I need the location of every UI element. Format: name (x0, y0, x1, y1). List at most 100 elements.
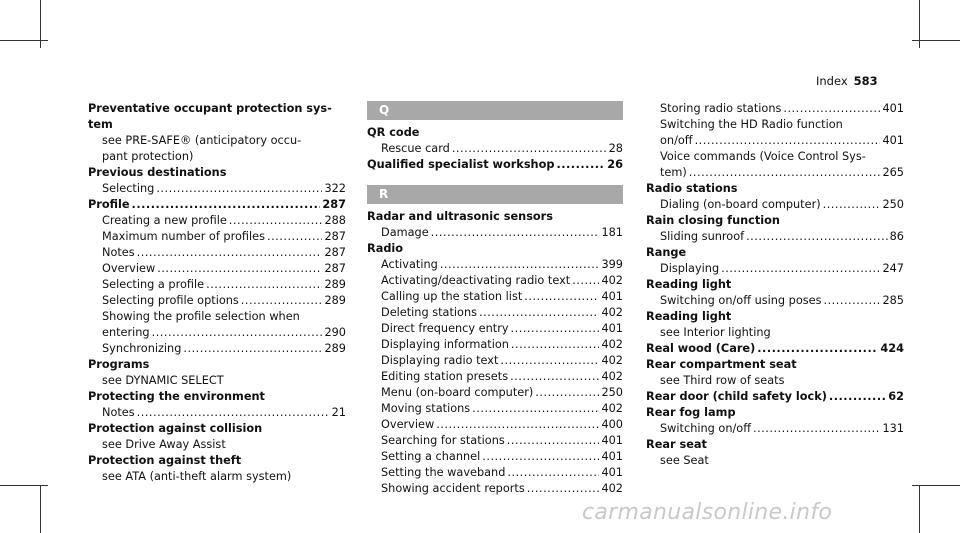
subentry-text: Creating a new profile (102, 214, 227, 227)
subentry: Displaying 247 (646, 261, 904, 277)
entry-title: Rain closing function (646, 214, 780, 227)
index-column-3: Storing radio stations 401 Switching the H… (646, 101, 904, 469)
subentry: Storing radio stations 401 (646, 101, 904, 117)
subentry-line: see Interior lighting (660, 326, 771, 339)
dot-leader (535, 385, 599, 401)
page-ref: 400 (601, 418, 623, 431)
entry-title: Previous destinations (88, 166, 227, 179)
dot-leader (689, 165, 881, 181)
page-ref: 402 (601, 402, 623, 415)
subentry-text: Maximum number of profiles (102, 230, 265, 243)
page-ref: 289 (324, 342, 346, 355)
entry-title: Rear seat (646, 438, 707, 451)
page-ref: 401 (601, 450, 623, 463)
crop-mark (919, 0, 920, 48)
page-ref: 402 (601, 338, 623, 351)
page-ref: 250 (882, 198, 904, 211)
subentry-text: Overview (102, 262, 156, 275)
subentry: Selecting 322 (88, 181, 346, 197)
entry-title: QR code (367, 126, 420, 139)
subentry: Activating/deactivating radio text 402 (367, 273, 623, 289)
entry-title: Rear compartment seat (646, 358, 797, 371)
page-ref: 21 (331, 406, 346, 419)
subentry: Maximum number of profiles 287 (88, 229, 346, 245)
subentry: Menu (on-board computer) 250 (367, 385, 623, 401)
dot-leader (431, 225, 600, 241)
dot-leader (229, 213, 323, 229)
entry-title: tem (88, 118, 113, 131)
dot-leader (436, 417, 599, 433)
subentry-text: Sliding sunroof (660, 230, 745, 243)
dot-leader (500, 353, 599, 369)
page-ref: 287 (324, 246, 346, 259)
entry-title: Protecting the environment (88, 390, 265, 403)
dot-leader (511, 337, 600, 353)
subentry: entering 290 (88, 325, 346, 341)
subentry-text: Damage (381, 226, 429, 239)
dot-leader (156, 181, 322, 197)
page-ref: 289 (324, 294, 346, 307)
page-ref: 401 (601, 290, 623, 303)
subentry: Displaying information 402 (367, 337, 623, 353)
page-ref: 402 (601, 274, 623, 287)
dot-leader (267, 229, 322, 245)
subentry-line: pant protection) (102, 150, 194, 163)
entry-title: Qualified specialist workshop 26 (367, 157, 623, 173)
subentry-line: see ATA (anti-theft alarm system) (102, 470, 292, 483)
subentry: tem) 265 (646, 165, 904, 181)
entry-title-text: Qualified specialist workshop (367, 158, 555, 171)
dot-leader (507, 465, 599, 481)
page-ref: 402 (601, 370, 623, 383)
subentry-text: tem) (660, 166, 687, 179)
subentry: Overview 400 (367, 417, 623, 433)
subentry-text: Displaying radio text (381, 354, 499, 367)
subentry: Displaying radio text 402 (367, 353, 623, 369)
entry-title: Radio (367, 242, 404, 255)
subentry-text: Moving stations (381, 402, 471, 415)
dot-leader (556, 157, 605, 173)
subentry-text: Direct frequency entry (381, 322, 509, 335)
index-column-2: Q QR code Rescue card 28 Qualified specialis… (367, 101, 623, 497)
subentry: Selecting a profile 289 (88, 277, 346, 293)
crop-mark (912, 40, 960, 41)
dot-leader (452, 141, 607, 157)
page-header: Index 583 (816, 74, 878, 88)
subentry-line: see Drive Away Assist (102, 438, 226, 451)
page-ref: 401 (882, 102, 904, 115)
dot-leader (206, 277, 322, 293)
subentry-text: Setting the waveband (381, 466, 506, 479)
dot-leader (137, 245, 323, 261)
subentry: Deleting stations 402 (367, 305, 623, 321)
subentry-text: Notes (102, 246, 135, 259)
page-ref: 288 (324, 214, 346, 227)
entry-title: Radar and ultrasonic sensors (367, 210, 553, 223)
subentry-text: Searching for stations (381, 434, 505, 447)
page-ref: 26 (607, 158, 623, 171)
subentry-text: Synchronizing (102, 342, 182, 355)
page-ref: 402 (601, 354, 623, 367)
subentry: Switching on/off using poses 285 (646, 293, 904, 309)
entry-title: Real wood (Care) 424 (646, 341, 904, 357)
page-ref: 28 (608, 142, 623, 155)
dot-leader (132, 197, 321, 213)
subentry: Dialing (on-board computer) 250 (646, 197, 904, 213)
page-ref: 62 (888, 390, 904, 403)
page-ref: 287 (324, 262, 346, 275)
dot-leader (746, 229, 888, 245)
page-ref: 401 (601, 466, 623, 479)
page-ref: 290 (324, 326, 346, 339)
subentry-line: Voice commands (Voice Control Sys- (660, 150, 866, 163)
subentry: Switching on/off 131 (646, 421, 904, 437)
subentry-text: Displaying (660, 262, 720, 275)
dot-leader (472, 401, 599, 417)
dot-leader (482, 449, 599, 465)
dot-leader (695, 133, 881, 149)
entry-title: Protection against collision (88, 422, 263, 435)
subentry-text: Editing station presets (381, 370, 509, 383)
page-ref: 402 (601, 482, 623, 495)
subentry: Notes 21 (88, 405, 346, 421)
entry-title: Rear fog lamp (646, 406, 736, 419)
dot-leader (823, 197, 881, 213)
dot-leader (527, 481, 600, 497)
page-ref: 287 (324, 230, 346, 243)
